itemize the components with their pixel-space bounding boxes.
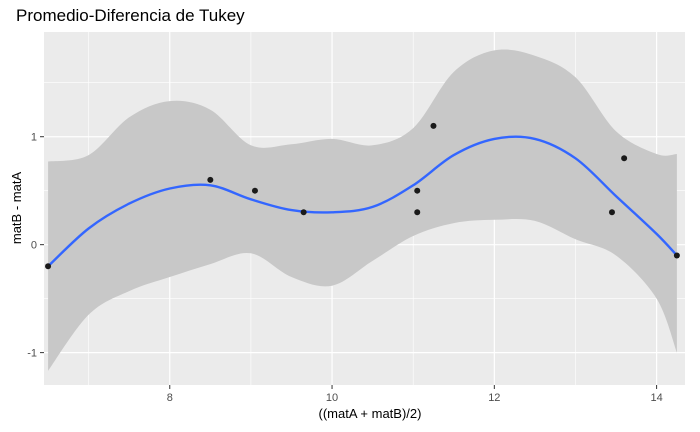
smooth-line <box>47 135 678 268</box>
data-point <box>207 176 214 183</box>
data-point <box>251 187 258 194</box>
x-tick-label: 14 <box>650 392 662 404</box>
data-point <box>414 187 421 194</box>
data-point <box>673 252 680 259</box>
data-points <box>45 122 680 270</box>
x-axis-label: ((matA + matB)/2) <box>319 406 422 421</box>
data-point <box>621 155 628 162</box>
x-tick-label: 8 <box>167 392 173 404</box>
data-point <box>430 122 437 129</box>
data-point <box>300 209 307 216</box>
x-tick-label: 12 <box>488 392 500 404</box>
data-point <box>608 209 615 216</box>
x-tick-label: 10 <box>326 392 338 404</box>
data-point <box>414 209 421 216</box>
y-axis-label: matB - matA <box>9 172 24 245</box>
y-tick-label: -1 <box>27 348 37 360</box>
chart-title: Promedio-Diferencia de Tukey <box>16 6 245 25</box>
y-tick-label: 1 <box>31 132 37 144</box>
y-tick-label: 0 <box>31 240 37 252</box>
x-axis-ticks: 8 10 12 14 <box>167 385 663 404</box>
y-axis-ticks: -1 0 1 <box>27 132 44 360</box>
data-point <box>45 263 52 270</box>
